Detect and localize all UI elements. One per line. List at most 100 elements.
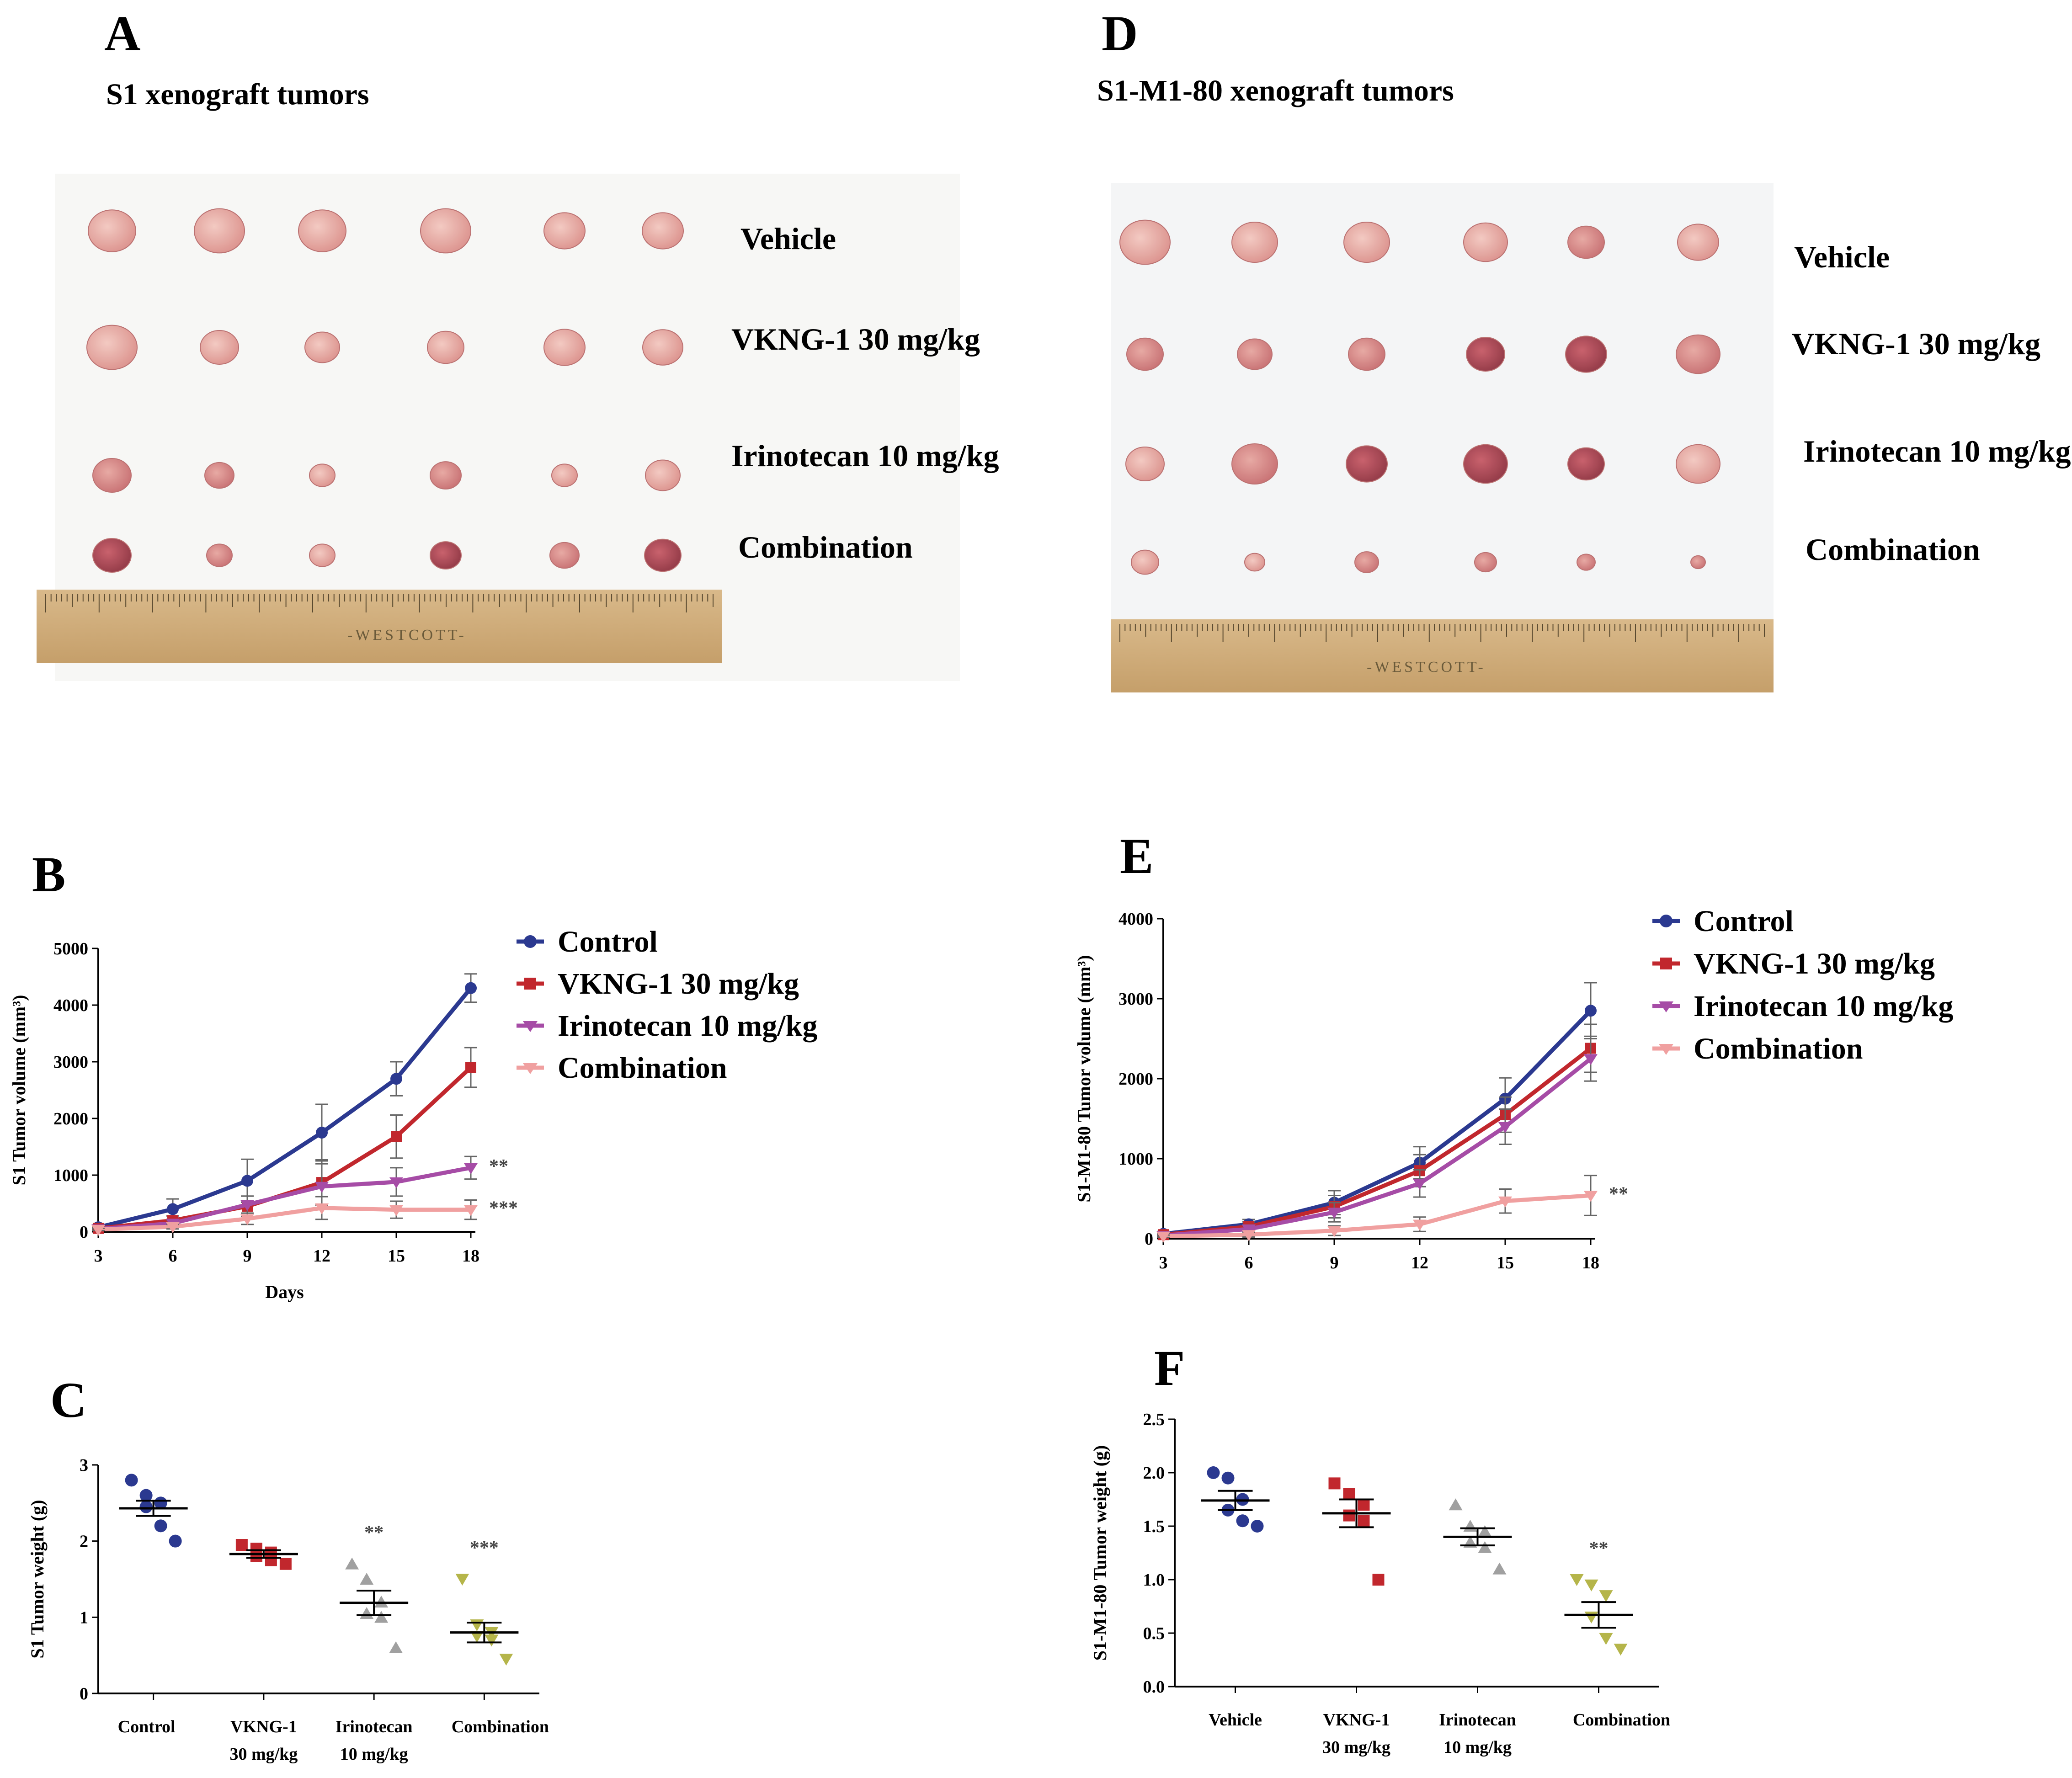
x-category-label: 10 mg/kg	[340, 1745, 408, 1764]
row-label-a-irinotecan: Irinotecan 10 mg/kg	[731, 438, 999, 473]
tumor	[645, 459, 681, 491]
ruler-d: -WESTCOTT-	[1111, 619, 1774, 692]
data-point	[139, 1500, 153, 1513]
series-line	[98, 1066, 473, 1231]
tumor	[1231, 443, 1278, 484]
y-tick-label: 1000	[1119, 1150, 1153, 1169]
row-label-a-vkng: VKNG-1 30 mg/kg	[731, 322, 980, 357]
tumor	[88, 209, 136, 252]
y-tick-label: 0	[80, 1684, 88, 1703]
data-point	[1343, 1488, 1355, 1500]
y-tick-label: 1000	[53, 1166, 88, 1185]
tumor	[86, 325, 138, 370]
data-point	[1463, 1520, 1477, 1532]
tumor	[1237, 338, 1273, 370]
panel-title-a: S1 xenograft tumors	[106, 78, 369, 111]
legend-marker	[1660, 958, 1672, 969]
tumor	[420, 208, 471, 254]
tumor	[1565, 335, 1607, 373]
tumor	[430, 541, 462, 570]
data-point	[1614, 1644, 1628, 1656]
chart-f-scatter: 0.0 0.5 1.0 1.5 2.0 2.5 S1-M1-80 Tumor weight …	[1090, 1410, 1670, 1757]
data-point	[1585, 1005, 1597, 1017]
data-point	[1207, 1466, 1220, 1479]
y-axis-title: S1-M1-80 Tumor weight (g)	[1090, 1445, 1110, 1661]
data-point	[315, 1182, 329, 1193]
data-point	[485, 1634, 499, 1647]
x-tick-label: 3	[1159, 1253, 1168, 1272]
significance-label: **	[1589, 1538, 1609, 1559]
data-point	[1236, 1514, 1249, 1528]
series-line	[98, 1206, 471, 1232]
panel-letter-b: B	[32, 846, 65, 902]
data-point	[1584, 1191, 1598, 1202]
data-point	[241, 1175, 253, 1187]
tumor	[1690, 555, 1706, 570]
tumor	[1676, 444, 1720, 484]
x-category-label: VKNG-1	[1323, 1710, 1390, 1730]
data-point	[139, 1489, 153, 1502]
tumor	[1466, 337, 1505, 372]
data-point	[316, 1127, 328, 1139]
data-point	[1478, 1525, 1492, 1537]
tumor	[92, 458, 132, 493]
tumor	[1131, 549, 1159, 575]
data-point	[1599, 1633, 1613, 1645]
data-point	[166, 1222, 180, 1233]
data-point	[1251, 1520, 1264, 1533]
data-point	[390, 1073, 402, 1085]
x-tick-label: 18	[462, 1246, 479, 1266]
tumor	[551, 463, 578, 487]
x-category-label: Control	[118, 1717, 176, 1736]
row-label-a-vehicle: Vehicle	[740, 221, 836, 256]
y-axis-title: S1 Tumor volume (mm³)	[9, 995, 29, 1186]
data-point	[265, 1554, 277, 1566]
data-point	[1242, 1224, 1256, 1235]
x-tick-label: 6	[1245, 1253, 1253, 1272]
data-point	[1327, 1208, 1341, 1219]
data-point	[279, 1558, 292, 1570]
tumor	[1244, 553, 1265, 572]
panel-b: B 0 1000 2000 3000 4000 5000 3 6 9 12 15 18 Days S1 T…	[9, 846, 817, 1302]
x-category-label: VKNG-1	[230, 1717, 297, 1736]
tumor	[92, 538, 132, 573]
significance-label: **	[1609, 1184, 1628, 1205]
ruler-a: -WESTCOTT-	[37, 590, 722, 663]
data-point	[1584, 1054, 1598, 1065]
tumor	[1463, 444, 1508, 484]
data-point	[470, 1619, 484, 1631]
data-point	[1449, 1498, 1463, 1511]
tumor	[427, 330, 464, 364]
y-tick-label: 4000	[53, 996, 88, 1015]
tumor	[642, 329, 683, 366]
panel-title-d: S1-M1-80 xenograft tumors	[1097, 74, 1454, 107]
series-line	[98, 1166, 471, 1231]
data-point	[1599, 1590, 1613, 1602]
data-point	[125, 1474, 138, 1487]
series-line	[1163, 1057, 1592, 1238]
legend-label: Control	[1694, 905, 1794, 938]
x-category-label: 30 mg/kg	[229, 1745, 298, 1764]
significance-label: ***	[470, 1538, 499, 1559]
y-tick-label: 2000	[53, 1109, 88, 1129]
panel-a: A S1 xenograft tumors -WESTCOTT- Vehicle…	[37, 5, 999, 681]
legend-marker	[1659, 1044, 1673, 1055]
significance-label: **	[364, 1522, 384, 1544]
tumor	[304, 331, 340, 363]
data-point	[1492, 1562, 1507, 1575]
data-point	[1327, 1226, 1341, 1237]
tumor	[1676, 334, 1720, 374]
y-tick-label: 0.5	[1143, 1624, 1165, 1643]
row-label-d-vkng: VKNG-1 30 mg/kg	[1792, 326, 2040, 361]
x-tick-label: 6	[169, 1246, 177, 1266]
series-line	[1163, 1193, 1591, 1239]
tumor	[1231, 222, 1278, 263]
data-point	[1358, 1499, 1370, 1511]
legend-marker	[524, 978, 536, 990]
data-point	[389, 1177, 403, 1188]
data-point	[1358, 1515, 1370, 1527]
x-axis-title: Days	[265, 1282, 304, 1302]
y-tick-label: 4000	[1119, 910, 1153, 929]
data-point	[391, 1131, 402, 1142]
chart-e-line: 0 1000 2000 3000 4000 3 6 9 12 15 18 S1-M1-80 Tumor…	[1074, 905, 1953, 1272]
